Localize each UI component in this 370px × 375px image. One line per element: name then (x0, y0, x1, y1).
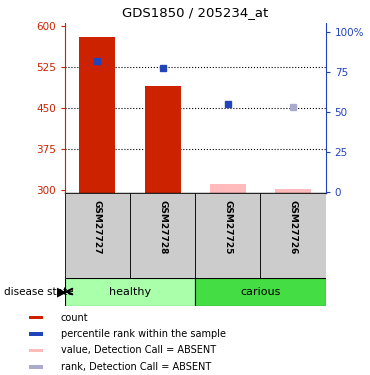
Title: GDS1850 / 205234_at: GDS1850 / 205234_at (122, 6, 268, 18)
Text: GSM27728: GSM27728 (158, 200, 167, 254)
FancyBboxPatch shape (65, 193, 130, 278)
Bar (29, 316, 43, 320)
Bar (80, 37, 115, 193)
Text: value, Detection Call = ABSENT: value, Detection Call = ABSENT (61, 345, 216, 355)
Text: rank, Detection Call = ABSENT: rank, Detection Call = ABSENT (61, 362, 211, 372)
Bar (29, 349, 43, 352)
Bar (29, 332, 43, 336)
FancyBboxPatch shape (260, 193, 326, 278)
Text: GSM27726: GSM27726 (289, 200, 297, 254)
Text: GSM27725: GSM27725 (223, 200, 232, 254)
Bar (29, 365, 43, 369)
Text: healthy: healthy (109, 286, 151, 297)
Bar (145, 87, 181, 193)
Text: count: count (61, 313, 88, 322)
Text: carious: carious (240, 286, 280, 297)
FancyBboxPatch shape (195, 193, 260, 278)
Bar (210, 184, 246, 193)
Text: ▶: ▶ (57, 285, 67, 298)
Text: disease state: disease state (4, 287, 73, 297)
Text: percentile rank within the sample: percentile rank within the sample (61, 329, 226, 339)
Bar (275, 189, 311, 193)
FancyBboxPatch shape (130, 193, 195, 278)
FancyBboxPatch shape (65, 278, 195, 306)
Text: GSM27727: GSM27727 (93, 200, 102, 254)
FancyBboxPatch shape (195, 278, 326, 306)
